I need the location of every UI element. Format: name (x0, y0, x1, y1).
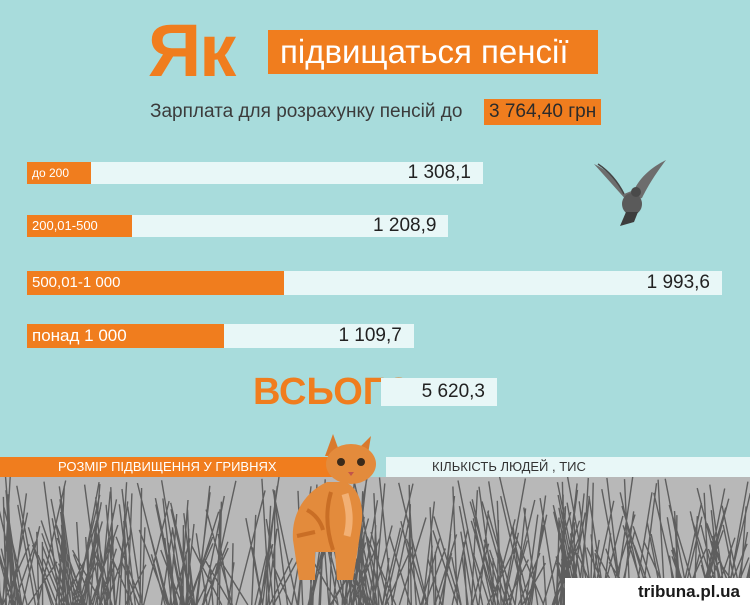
bar-category-label: 200,01-500 (32, 218, 98, 233)
title-big-word: Як (148, 9, 236, 92)
bar-category-label: понад 1 000 (32, 326, 127, 345)
cat-image (292, 434, 376, 580)
legend-right-label: КІЛЬКІСТЬ ЛЮДЕЙ , ТИС (432, 459, 586, 474)
legend-left-label: РОЗМІР ПІДВИЩЕННЯ У ГРИВНЯХ (58, 459, 277, 474)
brand-logo-text: tribuna.pl.ua (638, 582, 740, 601)
pigeon-icon (594, 160, 666, 226)
bar-category-label: 500,01-1 000 (32, 274, 121, 291)
title-box (268, 30, 598, 74)
brand-box (565, 578, 750, 605)
bar-0 (27, 162, 484, 184)
legend-swatch-light (386, 457, 750, 477)
legend-swatch-orange (0, 457, 333, 477)
bar-fill-2 (27, 271, 285, 295)
bar-value-label: 1 208,9 (373, 215, 437, 236)
bar-value-label: 1 308,1 (407, 162, 472, 183)
bar-fill-3 (27, 324, 225, 348)
bar-1 (27, 215, 449, 237)
bar-value-label: 1 993,6 (646, 272, 710, 293)
page-title: підвищаться пенсії (280, 33, 569, 70)
bar-value-label: 1 109,7 (338, 325, 402, 346)
bar-category-label: до 200 (32, 166, 70, 180)
subtitle: Зарплата для розрахунку пенсій до (150, 101, 463, 122)
subtitle-value: 3 764,40 грн (484, 99, 602, 125)
bar-fill-1 (27, 215, 133, 237)
total-box (381, 378, 497, 406)
total-value: 5 620,3 (421, 381, 485, 402)
bar-fill-0 (27, 162, 91, 184)
